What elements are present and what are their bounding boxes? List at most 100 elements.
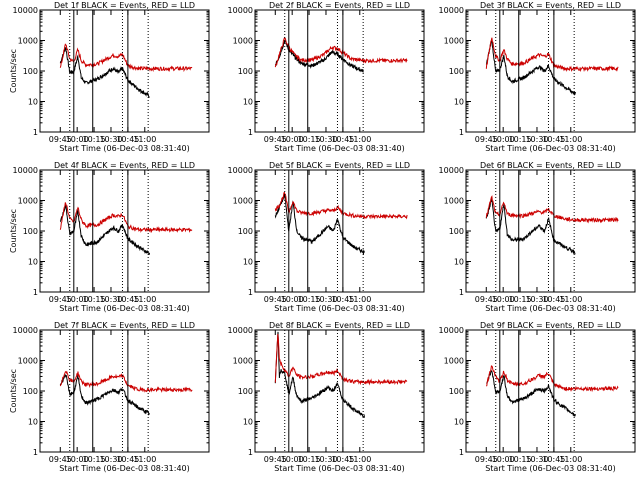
- panel-5: Det 5f BLACK = Events, RED = LLD 1 10 100 10…: [228, 161, 425, 313]
- y-tick-label: 1: [459, 128, 464, 137]
- y-tick-label: 1000: [444, 197, 464, 206]
- y-tick-label: 1: [248, 448, 253, 457]
- events-series-line: [485, 198, 576, 255]
- y-axis-label: Counts/sec: [9, 369, 18, 413]
- y-tick-label: 100: [238, 227, 253, 236]
- x-tick-label: 10:15: [83, 455, 106, 464]
- y-tick-label: 10000: [228, 6, 253, 15]
- panel-6: Det 6f BLACK = Events, RED = LLD 1 10 100 10…: [439, 161, 636, 313]
- lld-series-line: [485, 37, 619, 73]
- plot-frame: [465, 169, 636, 293]
- x-axis-label: Start Time (06-Dec-03 08:31:40): [274, 144, 405, 153]
- lld-series-line: [274, 191, 408, 220]
- y-tick-label: 1000: [233, 37, 253, 46]
- y-tick-label: 1000: [444, 37, 464, 46]
- x-tick-label: 10:15: [509, 455, 532, 464]
- y-tick-label: 1000: [18, 357, 38, 366]
- y-tick-label: 1000: [18, 197, 38, 206]
- x-axis-label: Start Time (06-Dec-03 08:31:40): [59, 304, 190, 313]
- panel-4: Det 4f BLACK = Events, RED = LLD 1 10 100 10…: [9, 161, 210, 313]
- lld-series-line: [274, 333, 408, 386]
- x-tick-label: 10:30: [525, 455, 548, 464]
- y-tick-label: 10: [454, 258, 464, 267]
- y-tick-label: 1: [459, 288, 464, 297]
- panel-9: Det 9f BLACK = Events, RED = LLD 1 10 100 10…: [439, 321, 636, 473]
- x-tick-label: 10:30: [314, 135, 337, 144]
- y-tick-label: 10000: [13, 166, 38, 175]
- x-tick-label: 10:30: [314, 455, 337, 464]
- x-tick-label: 09:45: [264, 455, 287, 464]
- plot-frame: [254, 9, 425, 133]
- x-tick-label: 10:45: [116, 455, 139, 464]
- y-tick-label: 1000: [233, 197, 253, 206]
- x-tick-label: 10:30: [525, 295, 548, 304]
- lld-series-line: [274, 36, 408, 68]
- x-axis-label: Start Time (06-Dec-03 08:31:40): [274, 304, 405, 313]
- y-tick-label: 10000: [13, 326, 38, 335]
- x-axis-label: Start Time (06-Dec-03 08:31:40): [485, 464, 616, 473]
- y-axis-label: Counts/sec: [9, 209, 18, 253]
- y-tick-label: 1: [248, 288, 253, 297]
- x-tick-label: 10:45: [542, 295, 565, 304]
- y-tick-label: 10: [28, 418, 38, 427]
- x-tick-label: 10:30: [99, 455, 122, 464]
- x-tick-label: 11:00: [133, 135, 156, 144]
- y-tick-label: 10000: [439, 326, 464, 335]
- x-tick-label: 10:00: [281, 135, 304, 144]
- x-axis-label: Start Time (06-Dec-03 08:31:40): [485, 144, 616, 153]
- panel-title: Det 5f BLACK = Events, RED = LLD: [269, 161, 410, 170]
- y-tick-label: 10: [454, 418, 464, 427]
- x-tick-label: 10:15: [298, 135, 321, 144]
- x-tick-label: 10:30: [525, 135, 548, 144]
- panel-title: Det 9f BLACK = Events, RED = LLD: [480, 321, 621, 330]
- x-tick-label: 10:45: [542, 135, 565, 144]
- x-tick-label: 11:00: [559, 135, 582, 144]
- lld-series-line: [59, 202, 193, 234]
- panel-title: Det 4f BLACK = Events, RED = LLD: [54, 161, 195, 170]
- x-tick-label: 10:45: [542, 455, 565, 464]
- x-tick-label: 10:30: [99, 295, 122, 304]
- x-tick-label: 10:30: [99, 135, 122, 144]
- lld-series-line: [485, 365, 619, 393]
- events-series-line: [59, 204, 150, 255]
- x-tick-label: 09:45: [264, 295, 287, 304]
- y-tick-label: 1: [33, 128, 38, 137]
- lld-series-line: [59, 43, 193, 73]
- y-tick-label: 10: [28, 98, 38, 107]
- panel-title: Det 2f BLACK = Events, RED = LLD: [269, 1, 410, 10]
- x-tick-label: 10:45: [116, 295, 139, 304]
- x-tick-label: 10:15: [509, 135, 532, 144]
- x-tick-label: 11:00: [133, 455, 156, 464]
- x-tick-label: 10:15: [83, 135, 106, 144]
- x-tick-label: 11:00: [348, 135, 371, 144]
- y-tick-label: 1000: [444, 357, 464, 366]
- y-tick-label: 10000: [439, 6, 464, 15]
- events-series-line: [485, 38, 576, 96]
- y-tick-label: 10000: [13, 6, 38, 15]
- y-tick-label: 100: [23, 387, 38, 396]
- events-series-line: [274, 331, 365, 418]
- x-tick-label: 10:00: [492, 295, 515, 304]
- lld-series-line: [485, 195, 619, 224]
- panel-1: Det 1f BLACK = Events, RED = LLD 1 10 100 10…: [9, 1, 210, 153]
- y-tick-label: 100: [449, 227, 464, 236]
- x-tick-label: 10:00: [492, 135, 515, 144]
- panel-3: Det 3f BLACK = Events, RED = LLD 1 10 100 10…: [439, 1, 636, 153]
- x-axis-label: Start Time (06-Dec-03 08:31:40): [59, 464, 190, 473]
- events-series-line: [486, 369, 576, 418]
- panel-title: Det 3f BLACK = Events, RED = LLD: [480, 1, 621, 10]
- y-tick-label: 10000: [228, 166, 253, 175]
- x-tick-label: 10:45: [331, 295, 354, 304]
- x-tick-label: 09:45: [49, 295, 72, 304]
- x-tick-label: 09:45: [49, 455, 72, 464]
- y-tick-label: 1: [459, 448, 464, 457]
- y-tick-label: 10: [243, 258, 253, 267]
- x-tick-label: 10:00: [281, 295, 304, 304]
- x-tick-label: 11:00: [348, 455, 371, 464]
- x-tick-label: 11:00: [348, 295, 371, 304]
- panel-title: Det 8f BLACK = Events, RED = LLD: [269, 321, 410, 330]
- x-tick-label: 11:00: [559, 455, 582, 464]
- x-tick-label: 10:00: [281, 455, 304, 464]
- lld-series-line: [59, 370, 193, 393]
